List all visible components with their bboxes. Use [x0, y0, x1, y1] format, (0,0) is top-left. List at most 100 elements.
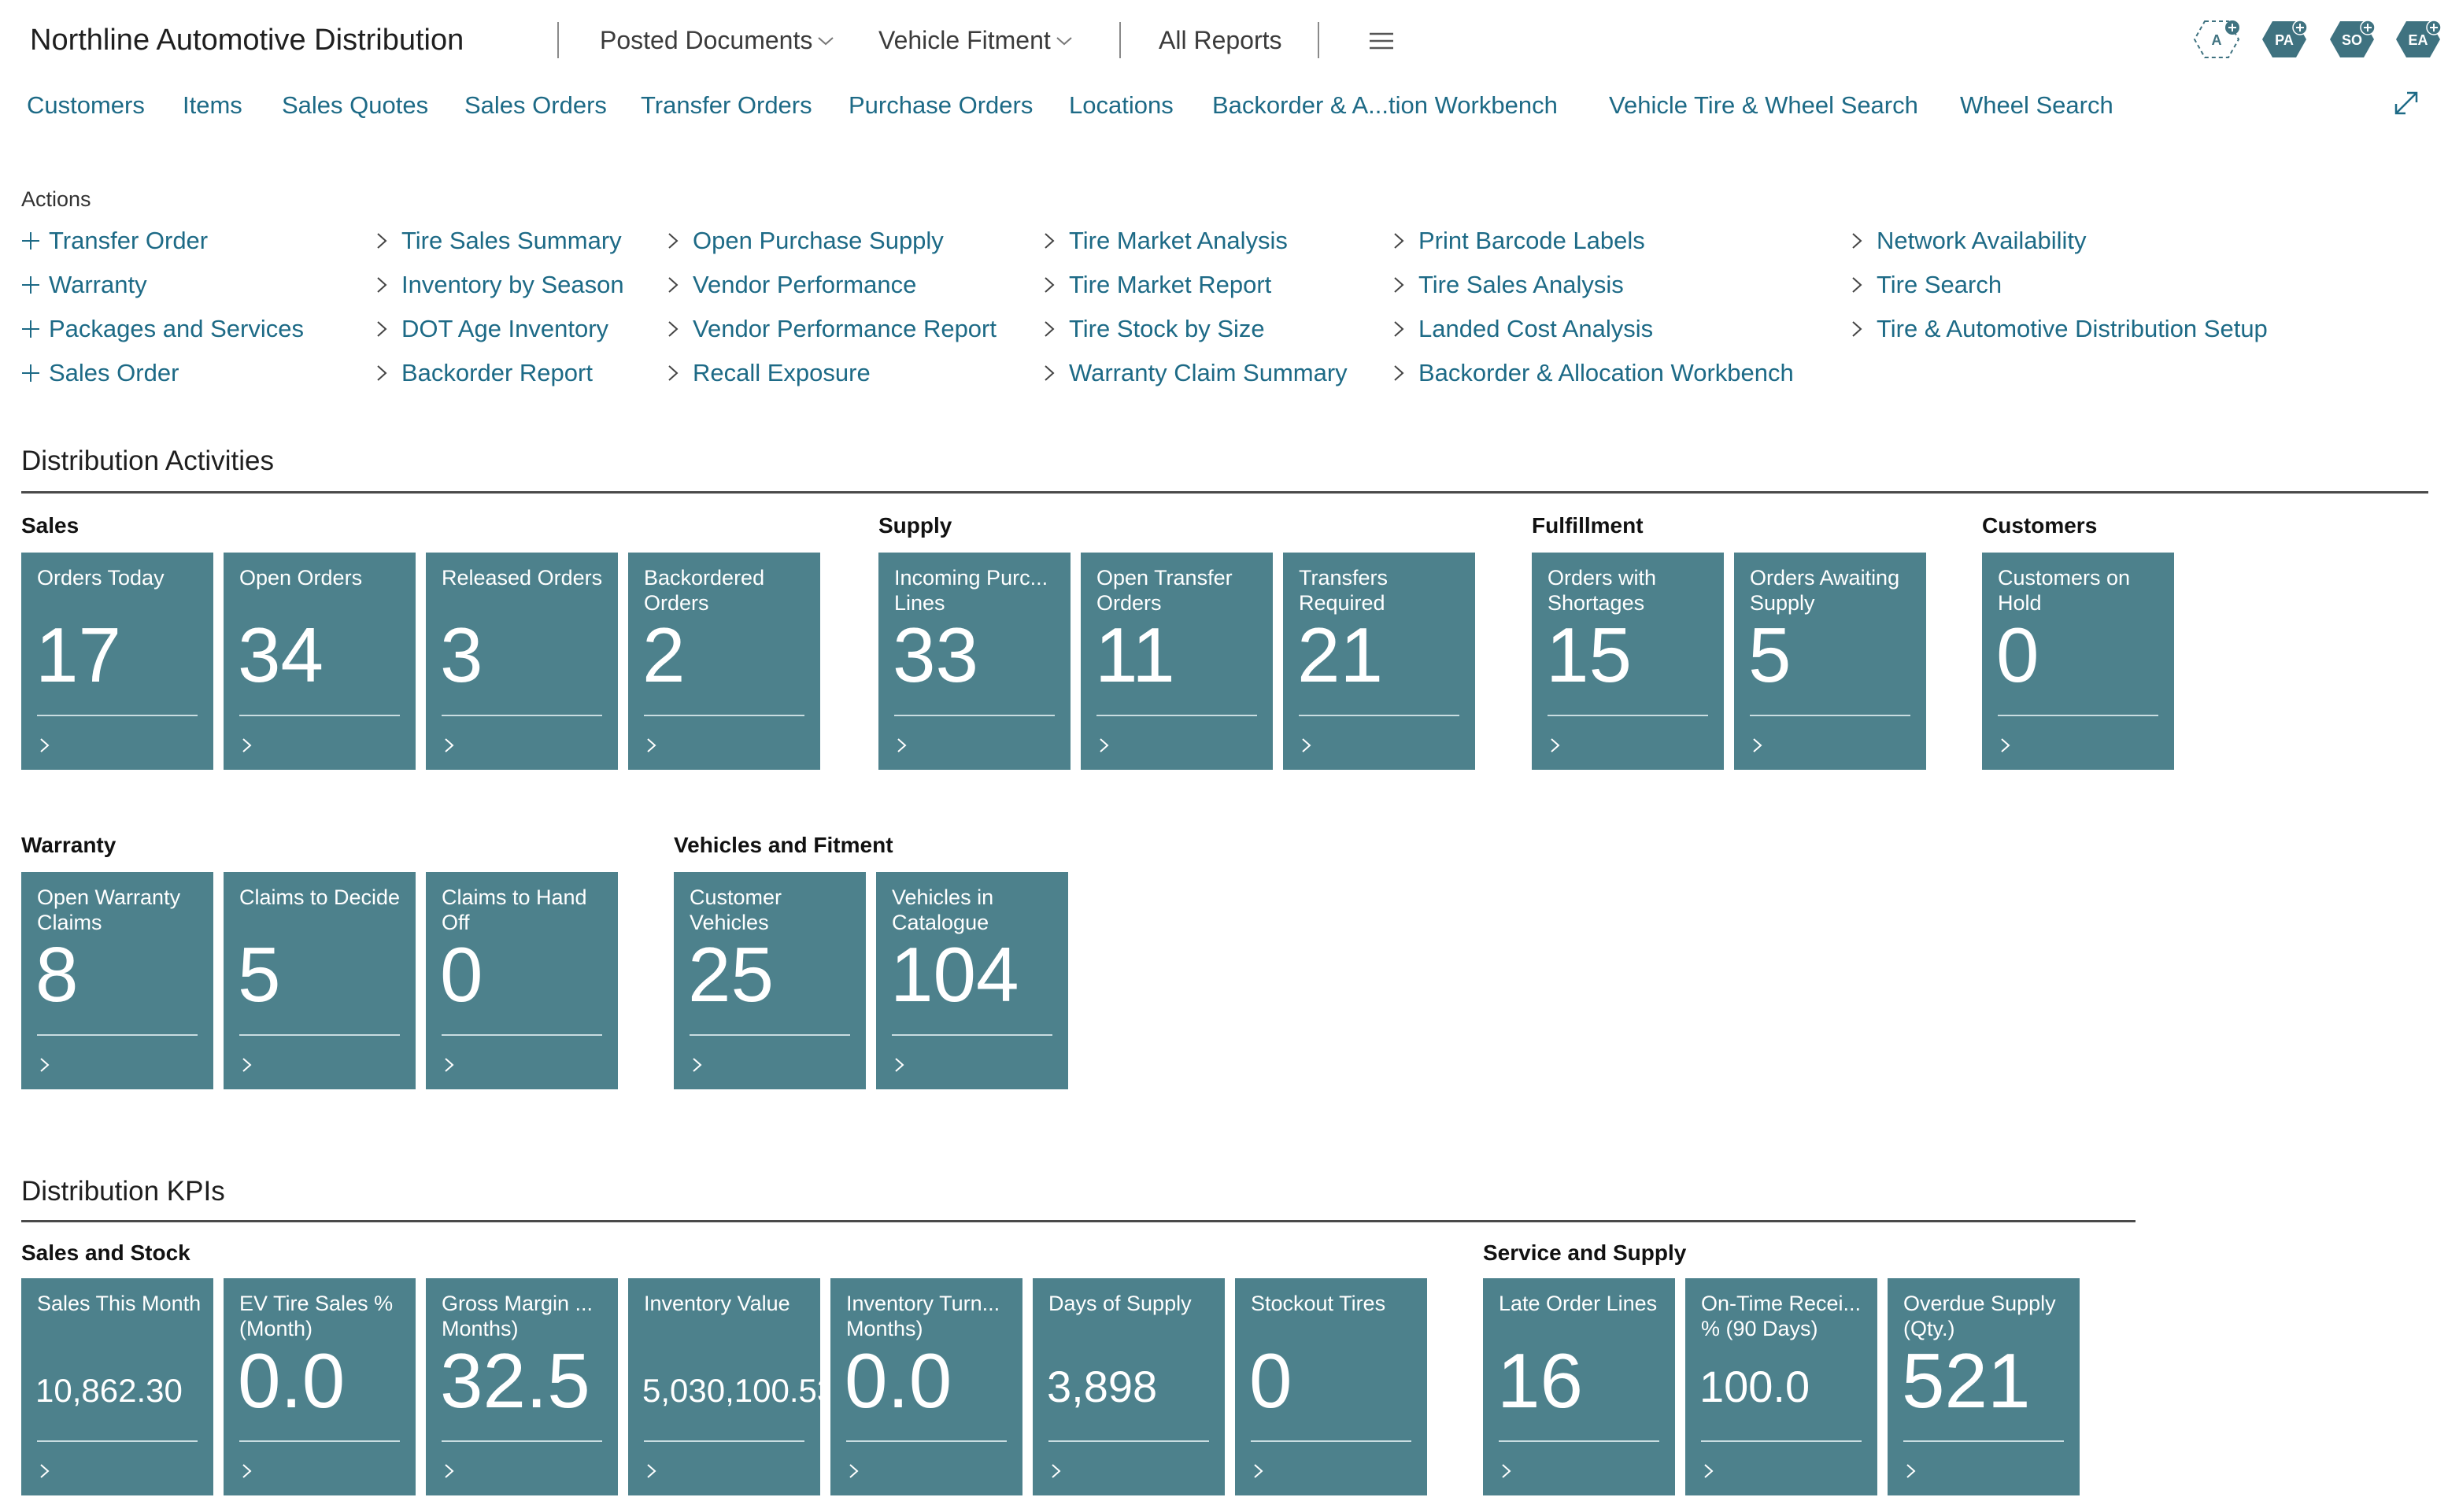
menu-all-reports[interactable]: All Reports [1159, 26, 1282, 55]
action-label: Vendor Performance Report [693, 315, 997, 342]
nav-sales-quotes[interactable]: Sales Quotes [282, 91, 429, 119]
nav-backorder-workbench[interactable]: Backorder & A...tion Workbench [1212, 91, 1558, 119]
action-label: Tire Sales Analysis [1418, 271, 1624, 298]
cue-open-transfer-orders[interactable]: Open Transfer Orders 11 [1081, 553, 1273, 770]
kpi-on-time-receipts[interactable]: On-Time Recei... % (90 Days) 100.0 [1685, 1278, 1877, 1495]
kpi-stockout-tires[interactable]: Stockout Tires 0 [1235, 1278, 1427, 1495]
cue-backordered-orders[interactable]: Backordered Orders 2 [628, 553, 820, 770]
action-recall-exposure[interactable]: Recall Exposure [666, 359, 871, 387]
nav-locations[interactable]: Locations [1069, 91, 1174, 119]
kpi-inventory-turnover[interactable]: Inventory Turn... Months) 0.0 [830, 1278, 1022, 1495]
nav-items[interactable]: Items [183, 91, 242, 119]
chevron-right-icon [1394, 277, 1404, 293]
nav-customers[interactable]: Customers [27, 91, 145, 119]
cue-title: On-Time Recei... % (90 Days) [1701, 1292, 1862, 1340]
app-title[interactable]: Northline Automotive Distribution [30, 24, 464, 57]
action-distribution-setup[interactable]: Tire & Automotive Distribution Setup [1850, 315, 2268, 343]
chevron-down-icon [1056, 36, 1072, 45]
cue-value: 0 [1249, 1337, 1292, 1424]
cue-divider [37, 715, 198, 716]
cue-title: Transfers Required [1299, 566, 1389, 615]
menu-vehicle-fitment[interactable]: Vehicle Fitment [878, 26, 1073, 55]
section-title-activities: Distribution Activities [21, 445, 274, 476]
action-tire-stock-by-size[interactable]: Tire Stock by Size [1042, 315, 1265, 343]
cue-title: Orders Awaiting Supply [1750, 566, 1900, 615]
cue-divider [239, 715, 400, 716]
action-backorder-report[interactable]: Backorder Report [375, 359, 593, 387]
action-new-warranty[interactable]: Warranty [20, 271, 147, 299]
action-network-availability[interactable]: Network Availability [1850, 227, 2086, 255]
chevron-right-icon [1045, 233, 1055, 249]
expand-icon[interactable] [2393, 90, 2420, 116]
action-print-barcode-labels[interactable]: Print Barcode Labels [1392, 227, 1645, 255]
kpi-late-order-lines[interactable]: Late Order Lines 16 [1483, 1278, 1675, 1495]
cue-divider [1701, 1440, 1862, 1442]
cue-divider [1903, 1440, 2064, 1442]
kpi-inventory-value[interactable]: Inventory Value 5,030,100.53 [628, 1278, 835, 1495]
kpi-gross-margin[interactable]: Gross Margin ... Months) 32.5 [426, 1278, 618, 1495]
group-label-service-supply: Service and Supply [1483, 1240, 1687, 1265]
cue-divider [37, 1440, 198, 1442]
cue-customers-on-hold[interactable]: Customers on Hold 0 [1982, 553, 2174, 770]
kpi-ev-tire-sales-pct[interactable]: EV Tire Sales % (Month) 0.0 [224, 1278, 416, 1495]
hamburger-menu-icon[interactable] [1368, 31, 1395, 50]
cue-claims-to-decide[interactable]: Claims to Decide 5 [224, 872, 416, 1089]
chevron-right-icon [1852, 233, 1862, 249]
cue-value: 0.0 [845, 1337, 952, 1424]
kpi-overdue-supply[interactable]: Overdue Supply (Qty.) 521 [1888, 1278, 2080, 1495]
action-vendor-performance[interactable]: Vendor Performance [666, 271, 916, 299]
plus-icon [22, 320, 39, 338]
avatar-a[interactable]: A [2193, 19, 2240, 60]
nav-purchase-orders[interactable]: Purchase Orders [849, 91, 1034, 119]
chevron-right-icon [1394, 233, 1404, 249]
avatar-ea[interactable]: EA [2394, 19, 2442, 60]
action-label: Landed Cost Analysis [1418, 315, 1654, 342]
nav-wheel-search[interactable]: Wheel Search [1960, 91, 2113, 119]
kpi-sales-this-month[interactable]: Sales This Month 10,862.30 [21, 1278, 213, 1495]
cue-orders-today[interactable]: Orders Today 17 [21, 553, 213, 770]
cue-divider [442, 1034, 602, 1036]
cue-value: 25 [688, 931, 775, 1018]
action-open-purchase-supply[interactable]: Open Purchase Supply [666, 227, 944, 255]
cue-open-orders[interactable]: Open Orders 34 [224, 553, 416, 770]
cue-claims-to-hand-off[interactable]: Claims to Hand Off 0 [426, 872, 618, 1089]
nav-transfer-orders[interactable]: Transfer Orders [641, 91, 812, 119]
action-dot-age-inventory[interactable]: DOT Age Inventory [375, 315, 608, 343]
action-vendor-performance-report[interactable]: Vendor Performance Report [666, 315, 997, 343]
avatar-pa[interactable]: PA [2261, 19, 2308, 60]
chevron-right-icon [1045, 365, 1055, 381]
chevron-right-icon [1753, 738, 1762, 752]
action-landed-cost-analysis[interactable]: Landed Cost Analysis [1392, 315, 1653, 343]
action-tire-search[interactable]: Tire Search [1850, 271, 2002, 299]
plus-icon [22, 276, 39, 294]
action-tire-market-analysis[interactable]: Tire Market Analysis [1042, 227, 1288, 255]
action-new-packages-services[interactable]: Packages and Services [20, 315, 304, 343]
menu-posted-documents[interactable]: Posted Documents [600, 26, 834, 55]
action-tire-sales-analysis[interactable]: Tire Sales Analysis [1392, 271, 1624, 299]
action-tire-market-report[interactable]: Tire Market Report [1042, 271, 1271, 299]
nav-vehicle-tire-wheel-search[interactable]: Vehicle Tire & Wheel Search [1609, 91, 1918, 119]
action-new-transfer-order[interactable]: Transfer Order [20, 227, 208, 255]
chevron-right-icon [668, 233, 679, 249]
cue-customer-vehicles[interactable]: Customer Vehicles 25 [674, 872, 866, 1089]
kpi-days-of-supply[interactable]: Days of Supply 3,898 [1033, 1278, 1225, 1495]
cue-orders-with-shortages[interactable]: Orders with Shortages 15 [1532, 553, 1724, 770]
action-tire-sales-summary[interactable]: Tire Sales Summary [375, 227, 622, 255]
action-warranty-claim-summary[interactable]: Warranty Claim Summary [1042, 359, 1348, 387]
cue-released-orders[interactable]: Released Orders 3 [426, 553, 618, 770]
divider [1318, 22, 1319, 58]
avatar-so[interactable]: SO [2328, 19, 2376, 60]
action-inventory-by-season[interactable]: Inventory by Season [375, 271, 624, 299]
action-new-sales-order[interactable]: Sales Order [20, 359, 179, 387]
cue-incoming-purchase-lines[interactable]: Incoming Purc... Lines 33 [878, 553, 1071, 770]
cue-vehicles-in-catalogue[interactable]: Vehicles in Catalogue 104 [876, 872, 1068, 1089]
cue-orders-awaiting-supply[interactable]: Orders Awaiting Supply 5 [1734, 553, 1926, 770]
chevron-right-icon [895, 1058, 904, 1072]
cue-divider [690, 1034, 850, 1036]
cue-transfers-required[interactable]: Transfers Required 21 [1283, 553, 1475, 770]
cue-open-warranty-claims[interactable]: Open Warranty Claims 8 [21, 872, 213, 1089]
action-backorder-allocation-workbench[interactable]: Backorder & Allocation Workbench [1392, 359, 1794, 387]
action-label: DOT Age Inventory [401, 315, 609, 342]
chevron-right-icon [1852, 277, 1862, 293]
nav-sales-orders[interactable]: Sales Orders [464, 91, 607, 119]
